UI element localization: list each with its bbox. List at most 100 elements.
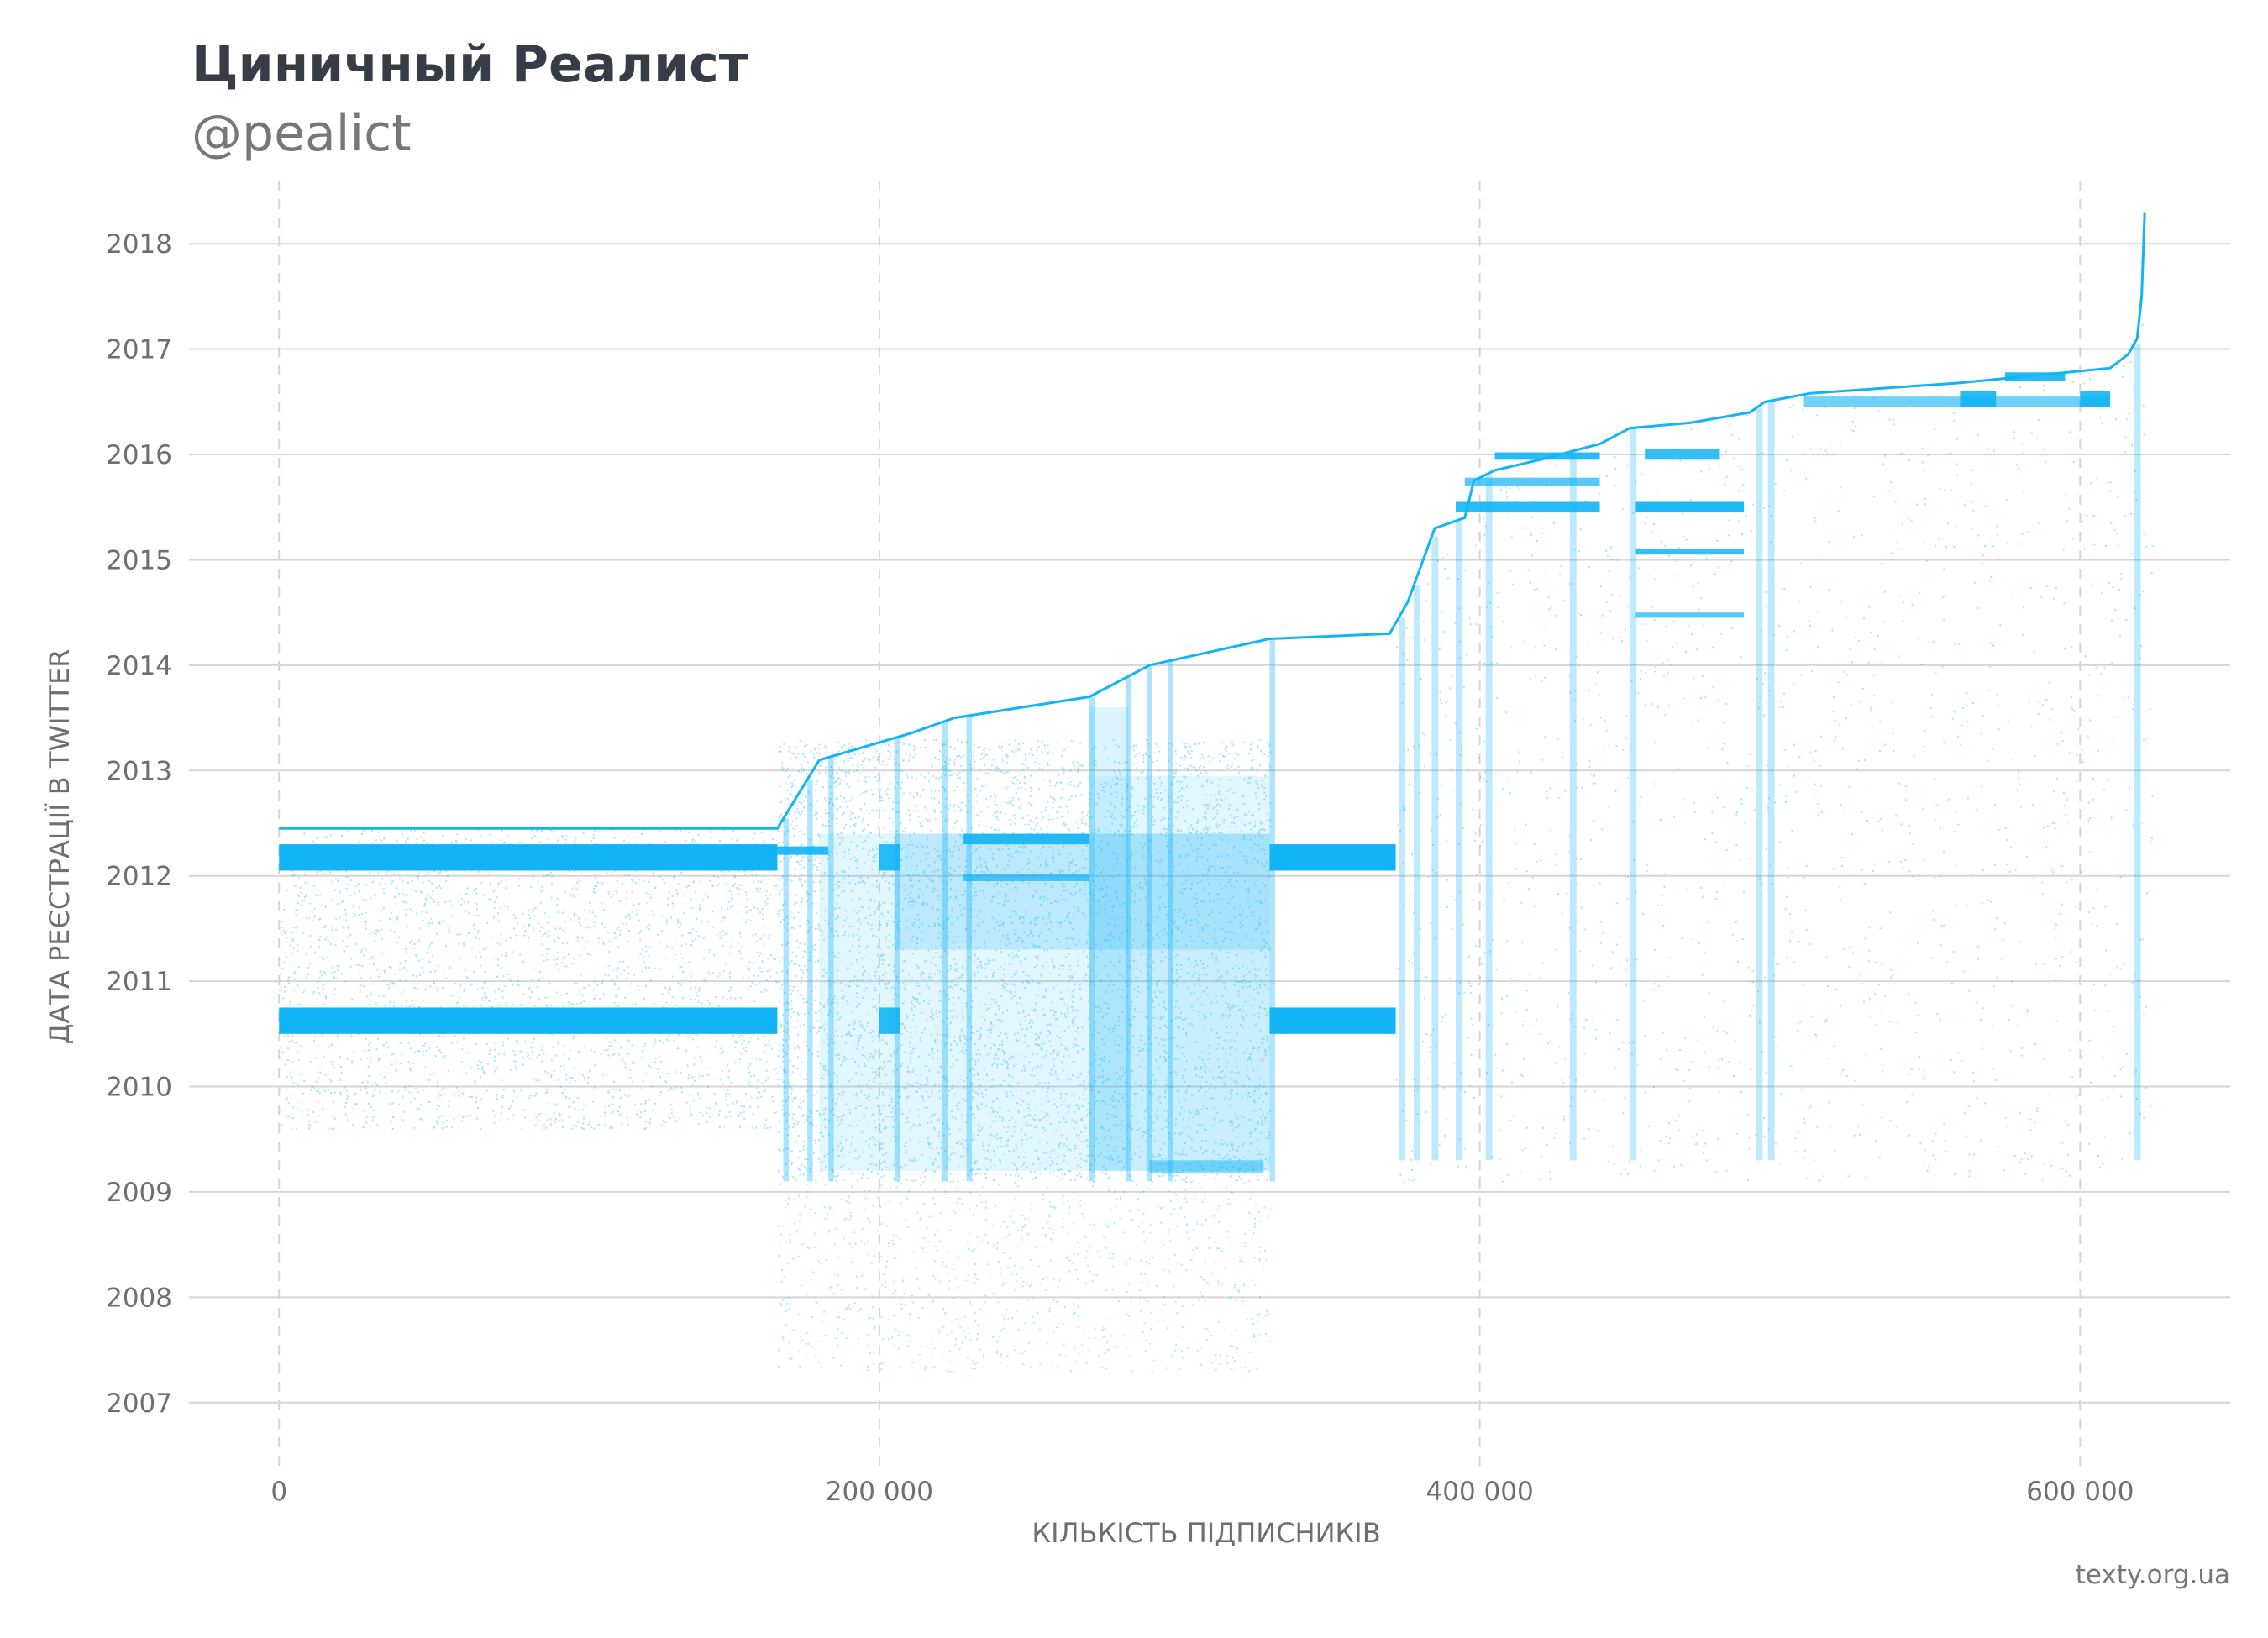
dense-band — [963, 833, 1090, 845]
dense-band — [1635, 612, 1745, 618]
scatter-cloud — [1696, 470, 1709, 1162]
scatter-cloud — [1733, 438, 1746, 1135]
dense-band — [1635, 549, 1745, 555]
y-tick-label: 2018 — [106, 229, 172, 260]
vertical-streak — [1456, 521, 1462, 1161]
scatter-cloud — [1924, 428, 1937, 1172]
axis-ticks: 2007 2008 2009 2010 2011 2012 2013 2014 2015 2016… — [106, 229, 2134, 1507]
scatter-cloud — [1576, 500, 1589, 1140]
vertical-streak — [1767, 401, 1775, 1161]
scatter-cloud — [1505, 486, 1518, 1176]
vertical-streak — [1089, 696, 1095, 1182]
scatter-cloud — [1996, 385, 2010, 1172]
y-tick-label: 2009 — [106, 1178, 172, 1208]
scatter-cloud — [1840, 395, 1854, 1178]
dense-band — [1149, 1160, 1264, 1173]
dense-band — [1494, 452, 1600, 460]
scatter-cloud — [2092, 417, 2106, 1168]
source-credit: texty.org.ua — [2075, 1560, 2230, 1590]
scatter-cloud — [1684, 428, 1698, 1146]
vertical-streak — [1146, 666, 1152, 1182]
x-tick-label: 600 000 — [2026, 1477, 2134, 1507]
grid-lines — [189, 181, 2230, 1466]
vertical-streak — [1167, 661, 1173, 1182]
vertical-streak — [1125, 677, 1131, 1182]
scatter-cloud — [1516, 486, 1530, 1174]
scatter-cloud — [1540, 480, 1552, 1181]
dense-band — [279, 844, 778, 871]
vertical-streak — [1630, 428, 1637, 1161]
dense-band — [879, 1007, 900, 1034]
dense-band — [1456, 501, 1600, 513]
scatter-cloud — [2044, 460, 2058, 1167]
scatter-cloud — [1612, 456, 1626, 1175]
scatter-cloud — [1553, 465, 1566, 1139]
y-tick-label: 2013 — [106, 756, 172, 786]
scatter-cloud — [1815, 402, 1830, 1182]
scatter-cloud — [2116, 365, 2129, 1160]
dense-band — [1269, 844, 1396, 871]
scatter-cloud — [1877, 396, 1890, 1158]
scatter-cloud — [1912, 447, 1926, 1164]
scatter-cloud — [1852, 395, 1866, 1137]
dense-band — [279, 1007, 778, 1034]
vertical-streak — [1269, 638, 1275, 1182]
vertical-streak — [1399, 617, 1405, 1161]
dense-band — [1803, 396, 2111, 407]
scatter-cloud — [1635, 473, 1649, 1168]
dense-band — [1645, 449, 1720, 460]
dense-band — [2080, 391, 2111, 407]
x-tick-label: 400 000 — [1426, 1477, 1534, 1507]
scatter-cloud — [1745, 414, 1756, 1182]
x-tick-label: 0 — [270, 1477, 287, 1507]
dense-band — [879, 844, 900, 871]
scatter-cloud — [1900, 400, 1914, 1137]
vertical-streak — [1485, 475, 1493, 1161]
y-tick-label: 2016 — [106, 440, 172, 470]
scatter-cloud — [1720, 423, 1734, 1173]
vertical-streak — [807, 780, 813, 1182]
cloud-fill — [1095, 775, 1270, 1171]
scatter-cloud — [1708, 454, 1721, 1173]
data-points — [279, 212, 2154, 1373]
scatter-cloud — [1950, 412, 1962, 1176]
scatter-cloud — [2056, 493, 2070, 1173]
chart-subtitle: @pealict — [192, 104, 412, 163]
y-tick-label: 2012 — [106, 862, 172, 892]
scatter-cloud — [1780, 407, 1793, 1067]
y-tick-label: 2008 — [106, 1283, 172, 1313]
y-tick-label: 2015 — [106, 545, 172, 575]
cloud-fill — [819, 833, 1270, 1171]
x-tick-label: 200 000 — [826, 1477, 933, 1507]
scatter-cloud — [1803, 448, 1818, 1180]
y-tick-label: 2017 — [106, 335, 172, 365]
scatter-cloud — [777, 738, 1272, 1184]
scatter-cloud — [1960, 403, 1974, 1178]
vertical-streak — [1569, 451, 1577, 1161]
dense-band — [1269, 1007, 1396, 1034]
y-tick-label: 2014 — [106, 651, 172, 681]
vertical-streak — [1431, 536, 1439, 1161]
scatter-cloud — [1647, 490, 1662, 1172]
scatter-cloud — [1864, 397, 1877, 1179]
upper-edge-line — [279, 212, 2146, 830]
vertical-streak — [1414, 585, 1420, 1161]
scatter-cloud — [1420, 583, 1434, 1165]
dense-band — [1960, 391, 1997, 407]
scatter-cloud — [2008, 386, 2022, 1163]
scatter-cloud — [1887, 418, 1902, 1128]
scatter-cloud — [279, 828, 780, 1131]
dense-band — [963, 874, 1090, 881]
x-axis-label: КІЛЬКІСТЬ ПІДПИСНИКІВ — [1032, 1517, 1380, 1549]
dense-band — [1635, 501, 1745, 513]
scatter-cloud — [2104, 418, 2118, 1099]
vertical-streak — [828, 757, 834, 1182]
vertical-streak — [2134, 344, 2141, 1161]
scatter-cloud — [1828, 395, 1842, 1152]
scatter-cloud — [1492, 479, 1506, 1183]
y-tick-label: 2007 — [106, 1389, 172, 1419]
vertical-streak — [894, 738, 900, 1182]
scatter-cloud — [1936, 453, 1950, 1153]
scatter-cloud — [1984, 397, 1998, 1082]
